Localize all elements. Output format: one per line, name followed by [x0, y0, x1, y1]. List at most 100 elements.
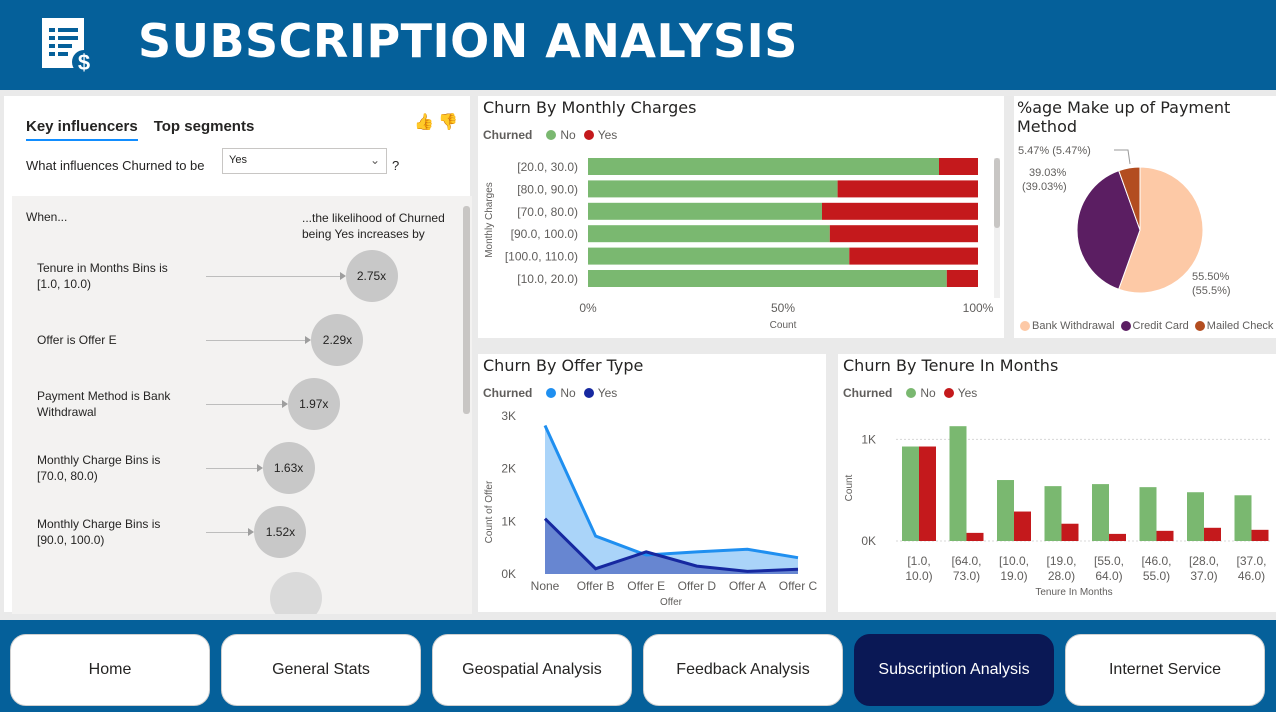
payment-pie-chart[interactable]: 55.50% (55.5%) 39.03% (39.03%) 5.47% (5.47%): [1014, 142, 1276, 338]
influencer-bubble[interactable]: 2.29x: [311, 314, 364, 366]
y-tick-label: 1K: [501, 514, 516, 528]
bar-no: [588, 270, 947, 287]
question-mark: ?: [392, 158, 400, 173]
area-yes: [545, 518, 798, 574]
nav-home-button[interactable]: Home: [10, 634, 210, 706]
x-tick-label: 46.0): [1238, 569, 1265, 583]
legend-title: Churned: [843, 386, 893, 400]
scrollbar[interactable]: [463, 206, 470, 414]
bar-no: [997, 480, 1014, 541]
legend-bank: Bank Withdrawal: [1032, 320, 1115, 332]
influencer-label: Monthly Charge Bins is [90.0, 100.0): [37, 517, 161, 547]
bar-no: [588, 180, 838, 198]
chart-title: Churn By Monthly Charges: [483, 98, 697, 117]
y-tick-label: [10.0, 20.0): [517, 272, 578, 286]
x-tick-label: 28.0): [1048, 569, 1075, 583]
influencer-bubble[interactable]: 1.63x: [262, 442, 315, 494]
y-tick-label: 0K: [861, 534, 876, 548]
x-tick-label: [37.0,: [1236, 554, 1266, 568]
y-tick-label: [20.0, 30.0): [517, 160, 578, 174]
legend-yes: Yes: [597, 128, 618, 142]
y-tick-label: 3K: [501, 409, 516, 423]
influencer-label: Monthly Charge Bins is [70.0, 80.0): [37, 453, 161, 483]
influencer-connector: [206, 468, 257, 469]
influencer-label: Tenure in Months Bins is [1.0, 10.0): [37, 261, 168, 291]
slice-label: (39.03%): [1022, 181, 1067, 193]
x-tick-label: 100%: [963, 301, 994, 315]
churn-monthly-charges-panel: Churn By Monthly Charges Churned No Yes …: [478, 96, 1004, 338]
influencer-bubble[interactable]: 1.97x: [287, 378, 340, 430]
tenure-bar-chart[interactable]: 0K 1K Count [1.0,10.0) [64.0,73.0) [10.0,19.0…: [838, 404, 1276, 610]
influencer-row[interactable]: Offer is Offer E 2.29x: [12, 314, 452, 366]
legend-mailed: Mailed Check: [1206, 320, 1274, 332]
bar-yes: [1156, 530, 1174, 541]
bar-no: [902, 446, 919, 541]
bar-no: [1092, 484, 1109, 541]
bar-no: [588, 247, 850, 265]
tab-key-influencers[interactable]: Key influencers: [26, 118, 138, 141]
offer-area-chart[interactable]: 0K 1K 2K 3K Count of Offer None Offer B Offer E…: [478, 404, 826, 610]
influencer-row[interactable]: Tenure in Months Bins is [1.0, 10.0) 2.75…: [12, 250, 452, 302]
chart-legend: Churned No Yes: [843, 386, 977, 400]
bar-yes: [939, 158, 978, 175]
area-no: [545, 425, 798, 574]
y-axis-label: Monthly Charges: [484, 182, 495, 258]
monthly-charges-chart[interactable]: Monthly Charges [20.0, 30.0) [80.0, 90.0) […: [478, 148, 1004, 338]
bar-no: [1187, 492, 1204, 541]
arrow-right-icon: [248, 528, 255, 536]
tab-top-segments[interactable]: Top segments: [153, 118, 255, 135]
slice-label: (55.5%): [1192, 285, 1231, 297]
bar-yes: [829, 225, 978, 243]
bar-yes: [1109, 533, 1126, 541]
nav-internet-service-button[interactable]: Internet Service: [1065, 634, 1265, 706]
x-tick-label: 50%: [771, 301, 795, 315]
churn-value-dropdown[interactable]: Yes ⌄: [222, 148, 387, 174]
legend-yes: Yes: [597, 386, 618, 400]
bar-no: [1234, 495, 1252, 541]
influencer-row[interactable]: Payment Method is Bank Withdrawal 1.97x: [12, 378, 452, 430]
influencer-row[interactable]: Monthly Charge Bins is [90.0, 100.0) 1.52…: [12, 506, 452, 558]
nav-subscription-button[interactable]: Subscription Analysis: [854, 634, 1054, 706]
bar-yes: [919, 446, 936, 541]
pie-legend: Bank Withdrawal Credit Card Mailed Check: [1016, 320, 1273, 332]
bar-no: [588, 202, 822, 220]
chevron-down-icon: ⌄: [369, 153, 380, 167]
influencer-bubble[interactable]: 2.75x: [345, 250, 398, 302]
leader-line: [1114, 149, 1131, 165]
bar-yes: [849, 247, 978, 265]
y-tick-label: 1K: [861, 432, 876, 446]
bar-yes: [946, 270, 978, 287]
page-title: SUBSCRIPTION ANALYSIS: [138, 14, 798, 68]
chart-title: Churn By Offer Type: [483, 356, 644, 375]
legend-credit: Credit Card: [1132, 320, 1189, 332]
chart-legend: Churned No Yes: [483, 128, 617, 142]
y-tick-label: [70.0, 80.0): [517, 205, 578, 219]
dropdown-value: Yes: [229, 154, 247, 166]
x-tick-label: 64.0): [1095, 569, 1122, 583]
influence-question: What influences Churned to be: [26, 158, 205, 173]
thumbs-up-icon[interactable]: 👍: [414, 114, 434, 131]
influencer-row[interactable]: Monthly Charge Bins is [70.0, 80.0) 1.63x: [12, 442, 452, 494]
influencer-bubble[interactable]: 1.52x: [254, 506, 307, 558]
nav-feedback-button[interactable]: Feedback Analysis: [643, 634, 843, 706]
influencers-list: When... ...the likelihood of Churned bei…: [12, 196, 472, 614]
nav-general-stats-button[interactable]: General Stats: [221, 634, 421, 706]
thumbs-down-icon[interactable]: 👎: [438, 114, 458, 131]
receipt-dollar-icon: $: [42, 18, 96, 75]
bar-yes: [837, 180, 978, 198]
legend-no: No: [920, 386, 936, 400]
svg-text:$: $: [78, 50, 90, 75]
arrow-right-icon: [281, 400, 288, 408]
pie-slice: [1118, 166, 1141, 231]
chart-title: Churn By Tenure In Months: [843, 356, 1059, 375]
line-yes: [543, 517, 799, 573]
x-tick-label: [10.0,: [999, 554, 1029, 568]
bar-no: [1139, 487, 1157, 541]
bar-yes: [966, 532, 984, 541]
pie-slice: [1118, 166, 1204, 294]
nav-geospatial-button[interactable]: Geospatial Analysis: [432, 634, 632, 706]
x-tick-label: 55.0): [1143, 569, 1170, 583]
arrow-right-icon: [339, 272, 346, 280]
x-axis-label: Count: [770, 320, 797, 331]
bar-no: [1044, 486, 1062, 541]
